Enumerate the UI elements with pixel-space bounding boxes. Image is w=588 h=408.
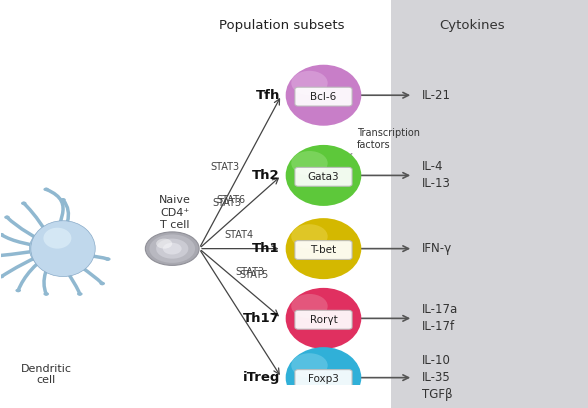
Ellipse shape xyxy=(29,226,85,271)
FancyBboxPatch shape xyxy=(295,370,352,388)
Ellipse shape xyxy=(44,228,71,248)
Text: Rorγt: Rorγt xyxy=(310,315,338,325)
Circle shape xyxy=(105,257,111,261)
Text: Bcl-6: Bcl-6 xyxy=(310,92,336,102)
Text: STAT3: STAT3 xyxy=(213,199,242,208)
Circle shape xyxy=(15,289,21,292)
Ellipse shape xyxy=(286,218,361,279)
Ellipse shape xyxy=(286,145,361,206)
Text: STAT5: STAT5 xyxy=(239,271,269,280)
Ellipse shape xyxy=(291,353,328,378)
Text: IL-4
IL-13: IL-4 IL-13 xyxy=(422,160,450,191)
Circle shape xyxy=(4,215,10,219)
Text: Dendritic
cell: Dendritic cell xyxy=(21,364,72,385)
Text: STAT3: STAT3 xyxy=(235,267,265,277)
Circle shape xyxy=(156,239,188,259)
Text: STAT4: STAT4 xyxy=(224,230,253,240)
Circle shape xyxy=(21,202,26,205)
Ellipse shape xyxy=(291,294,328,318)
Circle shape xyxy=(99,282,105,285)
Ellipse shape xyxy=(291,71,328,95)
FancyBboxPatch shape xyxy=(295,310,352,329)
Circle shape xyxy=(156,239,172,248)
Ellipse shape xyxy=(291,151,328,175)
Circle shape xyxy=(44,188,49,191)
Text: Th2: Th2 xyxy=(252,169,280,182)
Text: Cytokines: Cytokines xyxy=(439,18,505,31)
Text: Gata3: Gata3 xyxy=(308,172,339,182)
Circle shape xyxy=(163,243,182,255)
Circle shape xyxy=(60,198,66,202)
Text: Population subsets: Population subsets xyxy=(219,18,344,31)
Text: IFN-γ: IFN-γ xyxy=(422,242,452,255)
FancyBboxPatch shape xyxy=(390,0,588,408)
Text: IL-17a
IL-17f: IL-17a IL-17f xyxy=(422,304,457,333)
Text: IL-21: IL-21 xyxy=(422,89,450,102)
Circle shape xyxy=(44,292,49,296)
FancyBboxPatch shape xyxy=(295,167,352,186)
Text: Tfh: Tfh xyxy=(255,89,280,102)
Text: Foxp3: Foxp3 xyxy=(308,374,339,384)
Text: iTreg: iTreg xyxy=(242,371,280,384)
Text: STAT6: STAT6 xyxy=(217,195,246,205)
Circle shape xyxy=(77,292,82,296)
Text: Naive
CD4⁺
T cell: Naive CD4⁺ T cell xyxy=(159,195,191,230)
Ellipse shape xyxy=(286,65,361,126)
Text: Th17: Th17 xyxy=(243,312,280,325)
Circle shape xyxy=(0,275,4,278)
FancyBboxPatch shape xyxy=(295,241,352,259)
Text: STAT3: STAT3 xyxy=(211,162,240,172)
Text: IL-10
IL-35
TGFβ: IL-10 IL-35 TGFβ xyxy=(422,354,452,401)
Circle shape xyxy=(0,233,4,236)
Circle shape xyxy=(145,232,199,265)
Text: T-bet: T-bet xyxy=(310,245,336,255)
Ellipse shape xyxy=(286,347,361,408)
FancyBboxPatch shape xyxy=(295,87,352,106)
Ellipse shape xyxy=(286,288,361,349)
Ellipse shape xyxy=(291,224,328,248)
Circle shape xyxy=(149,235,195,263)
Text: Th1: Th1 xyxy=(252,242,280,255)
Ellipse shape xyxy=(31,221,95,277)
Text: Transcription
factors: Transcription factors xyxy=(319,129,420,167)
